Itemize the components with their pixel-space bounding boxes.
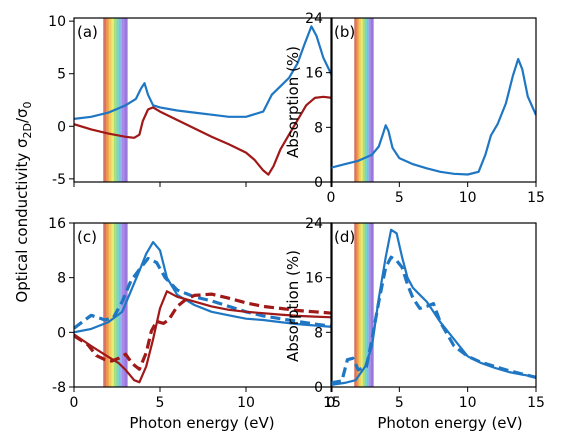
spectrum-stripe: [121, 18, 125, 182]
right-ylabel-top: Absorption (%): [284, 46, 302, 158]
x-tick-label: 10: [459, 190, 477, 206]
y-tick-label: 8: [314, 120, 323, 136]
ylabel-sub2: 0: [21, 101, 34, 108]
spectrum-stripe: [362, 223, 366, 387]
x-tick-label: 10: [459, 395, 477, 411]
spectrum-stripe: [371, 18, 374, 182]
spectrum-stripe: [116, 223, 120, 387]
spectrum-stripe: [105, 223, 109, 387]
y-tick-label: 0: [57, 325, 66, 341]
y-tick-label: 0: [314, 380, 323, 396]
series-line-a-1: [74, 95, 332, 176]
panel-label-d: (d): [334, 228, 355, 246]
series-line-b-0: [331, 57, 536, 176]
panel-a: -5 0 5 10 (a): [48, 14, 333, 188]
x-tick-label: 10: [237, 395, 255, 411]
y-tick-label: -8: [52, 380, 66, 396]
left-ylabel: Optical conductivity σ2D/σ0: [13, 101, 34, 302]
spectrum-stripe: [113, 223, 117, 387]
x-tick-label: 15: [527, 190, 545, 206]
x-tick-label: 0: [327, 395, 336, 411]
spectrum-stripe: [116, 18, 120, 182]
y-tick-label: 5: [57, 67, 66, 83]
spectrum-stripe: [124, 18, 128, 182]
xlabel-right: Photon energy (eV): [377, 414, 522, 432]
x-tick-label: 0: [327, 190, 336, 206]
axes-frame: [73, 222, 333, 388]
x-tick-label: 15: [323, 395, 341, 411]
series-line-d-1: [331, 255, 536, 385]
series-line-c-2: [74, 290, 332, 384]
x-tick-label: 15: [527, 395, 545, 411]
ylabel-sub: 2D: [21, 123, 34, 138]
spectrum-stripe: [369, 18, 372, 182]
y-tick-label: 8: [57, 271, 66, 287]
series-line-c-1: [74, 256, 332, 330]
spectrum-stripe: [364, 18, 368, 182]
panel-b: 0 5 10 15 0 8 16 24 (b): [305, 11, 545, 206]
y-tick-label: 10: [48, 14, 66, 30]
y-tick-label: 16: [48, 216, 66, 232]
xlabel-left: Photon energy (eV): [129, 414, 274, 432]
y-tick-label: 8: [314, 325, 323, 341]
spectrum-stripe: [371, 223, 374, 387]
panel-label-c: (c): [77, 228, 97, 246]
axes-frame: [330, 222, 537, 388]
x-tick-label: 5: [395, 190, 404, 206]
spectrum-stripe: [354, 18, 357, 182]
spectrum-stripe: [354, 223, 357, 387]
spectrum-stripe: [108, 223, 112, 387]
y-tick-label: -5: [52, 172, 66, 188]
spectrum-stripe: [103, 18, 107, 182]
spectrum-stripe: [360, 18, 364, 182]
series-line-a-0: [74, 25, 332, 120]
spectrum-stripe: [105, 18, 109, 182]
spectrum-stripe: [103, 223, 107, 387]
ylabel-main: Optical conductivity σ: [13, 138, 31, 303]
spectrum-stripe: [360, 223, 364, 387]
spectrum-stripe: [108, 18, 112, 182]
y-tick-label: 24: [305, 11, 323, 27]
spectrum-stripe: [111, 223, 115, 387]
right-ylabel-bottom: Absorption (%): [284, 250, 302, 362]
spectrum-stripe: [113, 18, 117, 182]
panel-label-b: (b): [334, 23, 355, 41]
axes-frame: [73, 17, 333, 183]
spectrum-stripe: [358, 223, 361, 387]
spectrum-stripe: [366, 18, 370, 182]
spectrum-stripe: [369, 223, 372, 387]
x-tick-label: 5: [156, 395, 165, 411]
spectrum-stripe: [119, 18, 123, 182]
y-tick-label: 0: [314, 175, 323, 191]
spectrum-stripe: [362, 18, 366, 182]
series-line-c-3: [74, 292, 332, 371]
spectrum-stripe: [356, 18, 359, 182]
axes-frame: [330, 17, 537, 183]
y-tick-label: 0: [57, 119, 66, 135]
spectrum-stripe: [358, 18, 361, 182]
x-tick-label: 5: [395, 395, 404, 411]
panel-label-a: (a): [77, 23, 98, 41]
y-tick-label: 24: [305, 216, 323, 232]
spectrum-stripe: [366, 223, 370, 387]
spectrum-stripe: [364, 223, 368, 387]
spectrum-stripe: [119, 223, 123, 387]
spectrum-stripe: [121, 223, 125, 387]
y-tick-label: 16: [305, 66, 323, 82]
x-tick-label: 0: [70, 395, 79, 411]
spectrum-stripe: [356, 223, 359, 387]
y-tick-label: 16: [305, 271, 323, 287]
ylabel-tail: /σ: [13, 108, 31, 123]
spectrum-stripe: [111, 18, 115, 182]
